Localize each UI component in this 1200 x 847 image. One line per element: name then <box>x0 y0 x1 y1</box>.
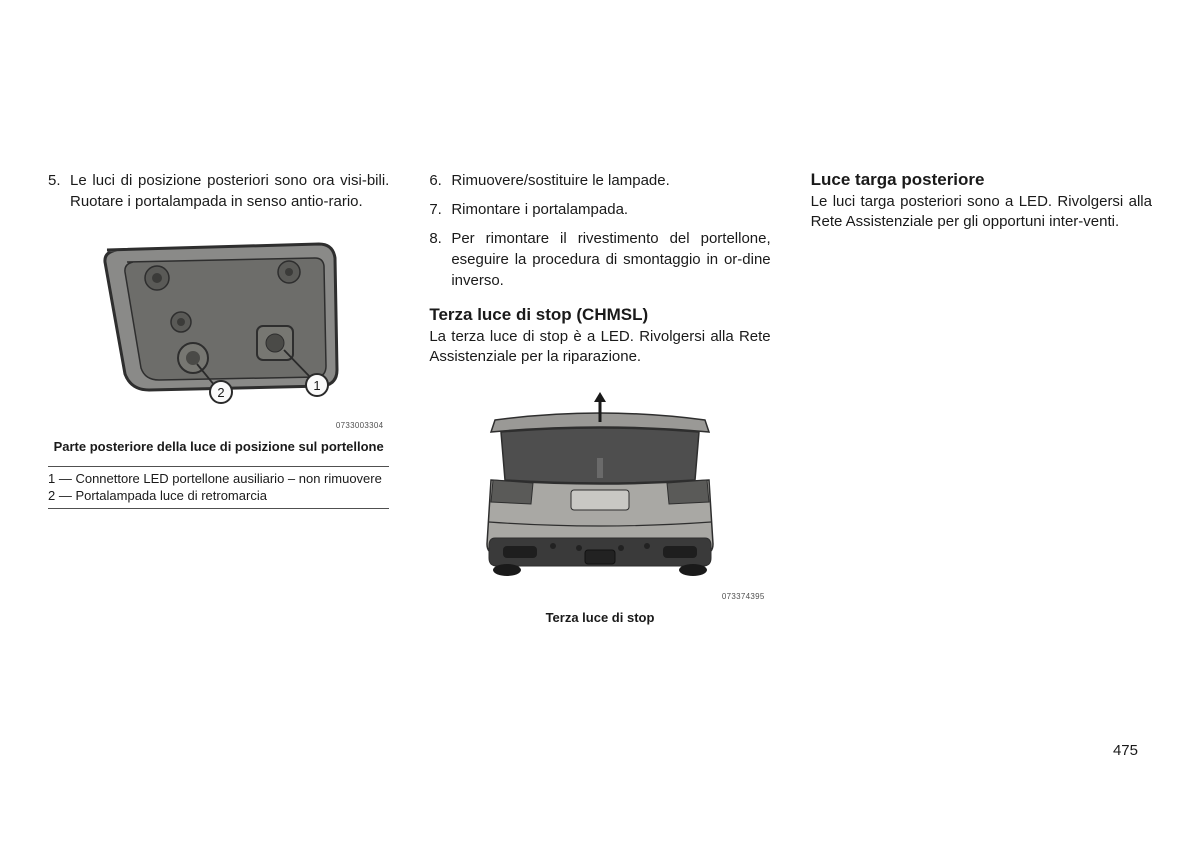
heading-license-plate-light: Luce targa posteriore <box>811 170 1152 190</box>
list-item-5: 5. Le luci di posizione posteriori sono … <box>48 170 389 212</box>
list-text: Rimuovere/sostituire le lampade. <box>451 170 669 191</box>
list-number: 5. <box>48 170 70 212</box>
heading-chmsl: Terza luce di stop (CHMSL) <box>429 305 770 325</box>
column-3: Luce targa posteriore Le luci targa post… <box>811 170 1152 634</box>
list-number: 7. <box>429 199 451 220</box>
list-item-8: 8. Per rimontare il rivestimento del por… <box>429 228 770 291</box>
list-number: 6. <box>429 170 451 191</box>
figure-third-brake-light: 073374395 Terza luce di stop <box>429 386 770 627</box>
legend-line-2: 2 — Portalampada luce di retromarcia <box>48 487 389 505</box>
list-item-7: 7. Rimontare i portalampada. <box>429 199 770 220</box>
body-license-plate-light: Le luci targa posteriori sono a LED. Riv… <box>811 192 1152 233</box>
callout-2-text: 2 <box>217 385 224 400</box>
callout-1-text: 1 <box>313 378 320 393</box>
column-2: 6. Rimuovere/sostituire le lampade. 7. R… <box>429 170 770 634</box>
list-text: Le luci di posizione posteriori sono ora… <box>70 170 389 212</box>
legend-line-1: 1 — Connettore LED portellone ausiliario… <box>48 470 389 488</box>
page-columns: 5. Le luci di posizione posteriori sono … <box>48 170 1152 634</box>
list-item-6: 6. Rimuovere/sostituire le lampade. <box>429 170 770 191</box>
figure-caption: Terza luce di stop <box>429 610 770 627</box>
taillight-illustration: 1 2 <box>89 230 349 410</box>
figure-id: 073374395 <box>722 592 765 601</box>
column-1: 5. Le luci di posizione posteriori sono … <box>48 170 389 634</box>
vehicle-rear-illustration <box>455 386 745 581</box>
figure-legend: 1 — Connettore LED portellone ausiliario… <box>48 466 389 509</box>
list-text: Per rimontare il rivestimento del portel… <box>451 228 770 291</box>
list-number: 8. <box>429 228 451 291</box>
list-text: Rimontare i portalampada. <box>451 199 628 220</box>
body-chmsl: La terza luce di stop è a LED. Rivolgers… <box>429 327 770 368</box>
figure-taillight-back: 1 2 0733003304 Parte posteriore della lu… <box>48 230 389 456</box>
page-number: 475 <box>1113 742 1138 759</box>
figure-id: 0733003304 <box>336 421 384 430</box>
figure-caption: Parte posteriore della luce di posizione… <box>48 439 389 456</box>
